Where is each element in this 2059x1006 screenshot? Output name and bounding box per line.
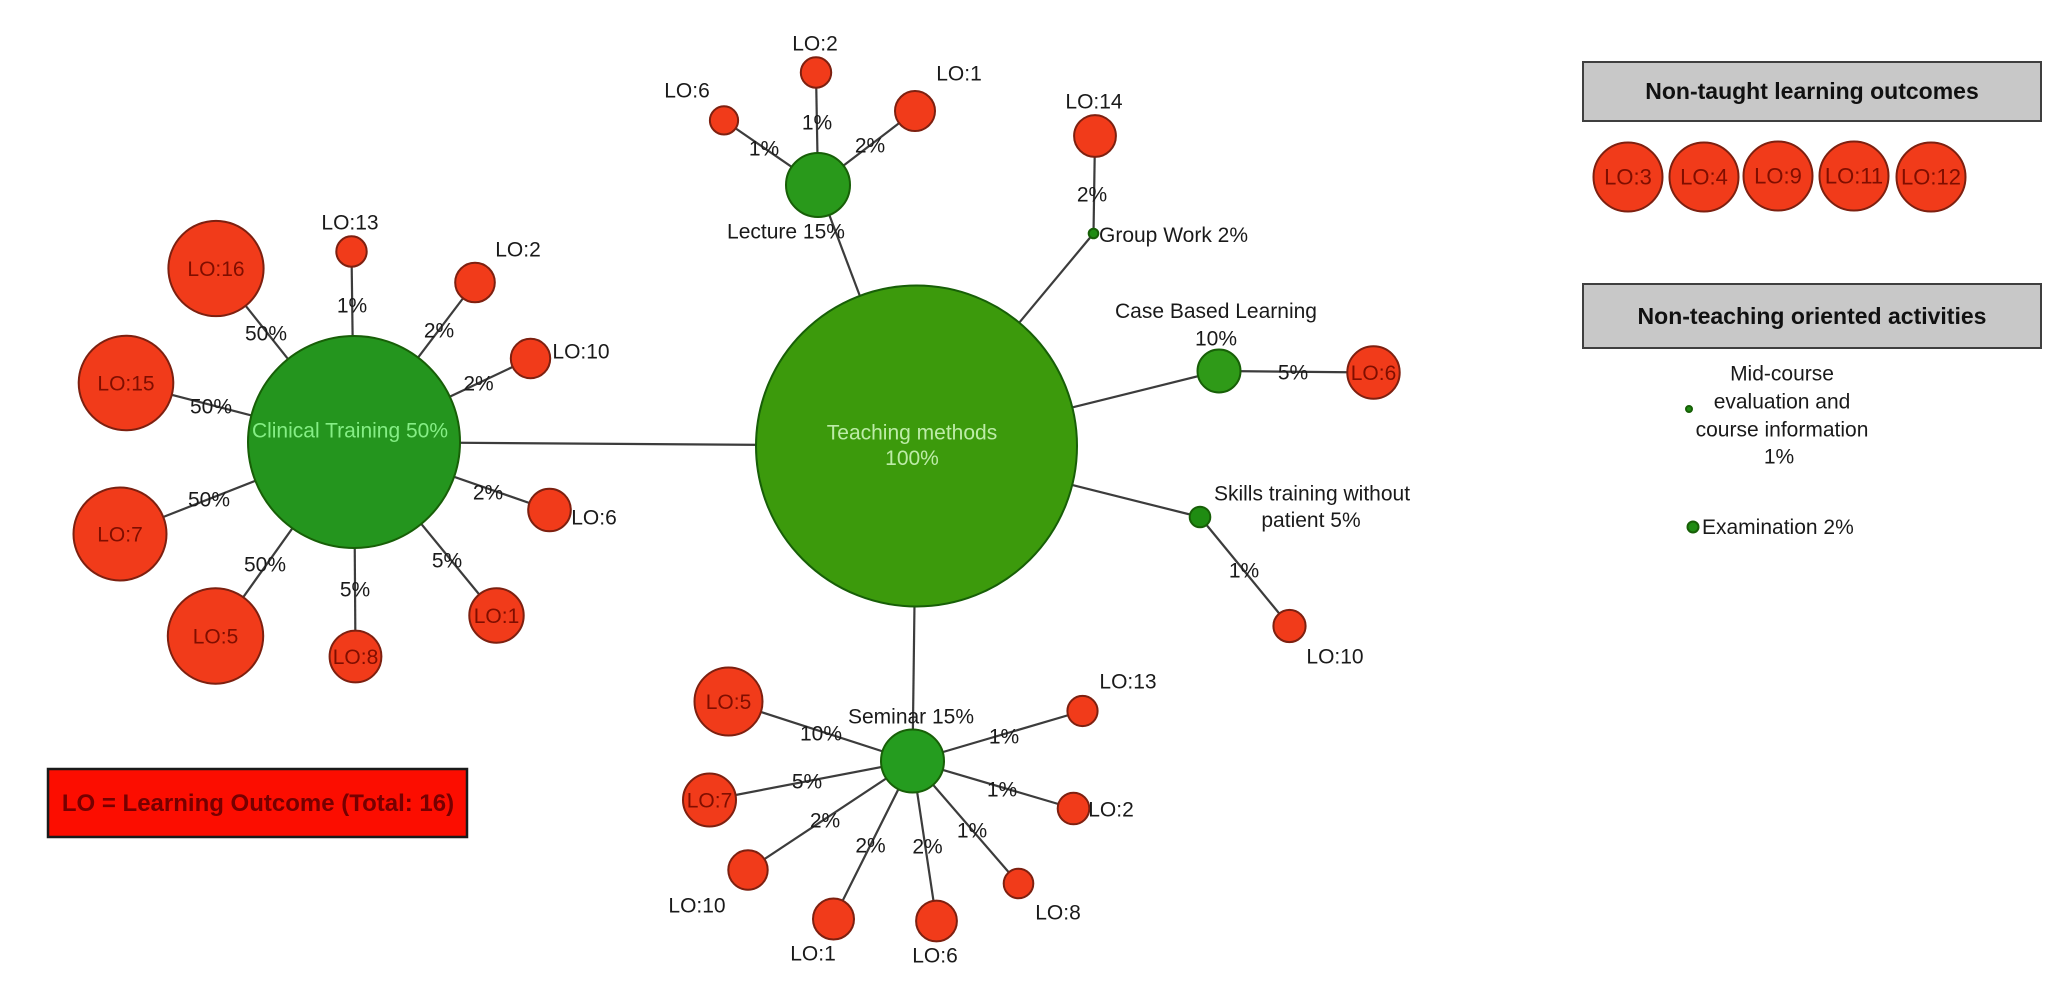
svg-text:Case Based Learning: Case Based Learning xyxy=(1115,300,1317,323)
svg-text:Mid-course: Mid-course xyxy=(1730,363,1834,386)
svg-text:LO:8: LO:8 xyxy=(1035,902,1081,925)
svg-text:1%: 1% xyxy=(749,138,779,161)
svg-text:LO:6: LO:6 xyxy=(912,945,958,968)
svg-text:LO:1: LO:1 xyxy=(474,605,520,628)
svg-text:1%: 1% xyxy=(1229,560,1259,583)
svg-text:LO:11: LO:11 xyxy=(1825,164,1883,189)
svg-text:10%: 10% xyxy=(1195,328,1237,351)
svg-text:LO:14: LO:14 xyxy=(1065,91,1123,114)
svg-text:LO:15: LO:15 xyxy=(97,373,154,396)
svg-text:LO:4: LO:4 xyxy=(1680,165,1728,190)
svg-text:1%: 1% xyxy=(802,112,832,135)
svg-text:LO:2: LO:2 xyxy=(495,239,541,262)
svg-text:LO:6: LO:6 xyxy=(664,80,710,103)
svg-text:1%: 1% xyxy=(989,726,1019,749)
svg-text:LO:8: LO:8 xyxy=(333,646,379,669)
svg-text:course information: course information xyxy=(1696,419,1869,442)
svg-text:LO:10: LO:10 xyxy=(668,895,725,918)
svg-text:Teaching methods: Teaching methods xyxy=(827,422,997,445)
svg-text:Non-taught learning outcomes: Non-taught learning outcomes xyxy=(1645,78,1979,104)
svg-text:LO:5: LO:5 xyxy=(706,691,752,714)
svg-text:LO:3: LO:3 xyxy=(1604,165,1652,190)
svg-text:Clinical Training 50%: Clinical Training 50% xyxy=(252,420,448,443)
svg-text:2%: 2% xyxy=(463,373,493,396)
svg-text:patient 5%: patient 5% xyxy=(1261,509,1360,532)
svg-text:LO:6: LO:6 xyxy=(571,507,617,530)
svg-text:LO:7: LO:7 xyxy=(687,790,733,813)
svg-text:2%: 2% xyxy=(1077,184,1107,207)
svg-text:LO:5: LO:5 xyxy=(193,626,239,649)
svg-text:LO:13: LO:13 xyxy=(321,212,378,235)
svg-text:1%: 1% xyxy=(987,779,1017,802)
svg-text:evaluation and: evaluation and xyxy=(1714,391,1851,414)
svg-text:Seminar 15%: Seminar 15% xyxy=(848,706,974,729)
svg-text:LO = Learning Outcome (Total:: LO = Learning Outcome (Total: 16) xyxy=(62,790,454,817)
svg-text:Skills training without: Skills training without xyxy=(1214,483,1410,506)
svg-text:2%: 2% xyxy=(855,835,885,858)
svg-text:5%: 5% xyxy=(1278,362,1308,385)
svg-text:LO:10: LO:10 xyxy=(552,341,609,364)
svg-text:50%: 50% xyxy=(245,323,287,346)
svg-text:LO:16: LO:16 xyxy=(187,258,244,281)
svg-text:1%: 1% xyxy=(957,820,987,843)
svg-text:LO:2: LO:2 xyxy=(792,33,838,56)
svg-text:2%: 2% xyxy=(855,135,885,158)
svg-text:LO:2: LO:2 xyxy=(1088,799,1134,822)
svg-text:Lecture 15%: Lecture 15% xyxy=(727,221,845,244)
svg-text:Examination 2%: Examination 2% xyxy=(1702,516,1854,539)
svg-text:5%: 5% xyxy=(340,579,370,602)
svg-text:Non-teaching oriented activiti: Non-teaching oriented activities xyxy=(1638,303,1987,329)
svg-text:LO:10: LO:10 xyxy=(1306,646,1363,669)
svg-text:100%: 100% xyxy=(885,447,939,470)
svg-text:LO:6: LO:6 xyxy=(1351,362,1397,385)
svg-text:50%: 50% xyxy=(188,489,230,512)
svg-text:1%: 1% xyxy=(337,295,367,318)
svg-text:10%: 10% xyxy=(800,723,842,746)
svg-text:LO:9: LO:9 xyxy=(1754,164,1802,189)
svg-text:5%: 5% xyxy=(432,550,462,573)
svg-text:2%: 2% xyxy=(473,482,503,505)
svg-text:2%: 2% xyxy=(424,320,454,343)
svg-text:LO:7: LO:7 xyxy=(97,524,143,547)
svg-text:LO:12: LO:12 xyxy=(1901,165,1961,190)
svg-text:50%: 50% xyxy=(190,396,232,419)
svg-text:Group Work 2%: Group Work 2% xyxy=(1099,224,1248,247)
svg-text:LO:1: LO:1 xyxy=(790,943,836,966)
svg-text:2%: 2% xyxy=(912,836,942,859)
svg-text:LO:1: LO:1 xyxy=(936,63,982,86)
svg-text:50%: 50% xyxy=(244,554,286,577)
svg-text:1%: 1% xyxy=(1764,446,1794,469)
svg-text:5%: 5% xyxy=(792,771,822,794)
svg-text:LO:13: LO:13 xyxy=(1099,671,1156,694)
svg-text:2%: 2% xyxy=(810,810,840,833)
